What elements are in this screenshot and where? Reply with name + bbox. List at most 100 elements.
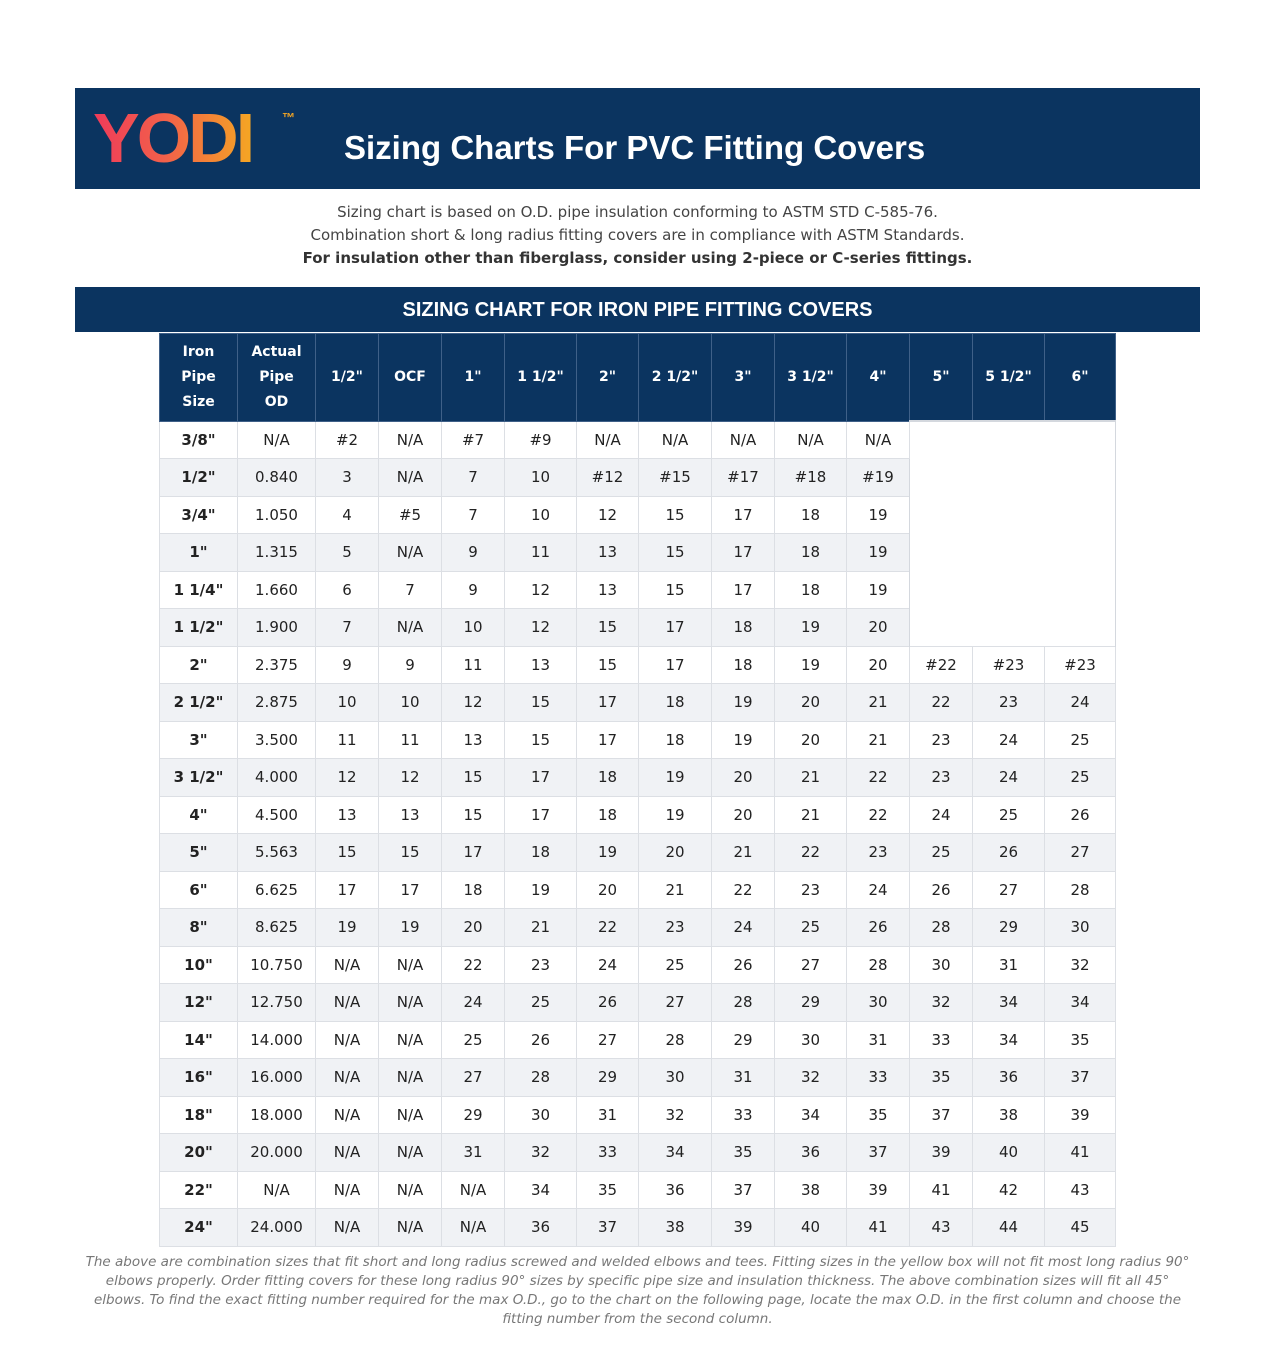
table-cell: N/A: [315, 1170, 379, 1209]
table-cell: 40: [774, 1208, 847, 1247]
table-cell: 9: [441, 570, 505, 609]
table-cell: 31: [711, 1058, 775, 1097]
table-cell: 26: [846, 908, 910, 947]
table-cell: 19: [504, 870, 577, 909]
table-cell: 25: [504, 983, 577, 1022]
table-header-row: Iron Pipe Size Actual Pipe OD 1/2" OCF 1" 1 1/2" 2…: [159, 333, 1116, 422]
table-cell: 41: [1044, 1133, 1116, 1172]
table-cell: 28: [1044, 870, 1116, 909]
table-cell: 24: [972, 720, 1045, 759]
table-cell: 34: [1044, 983, 1116, 1022]
table-cell: 17: [504, 758, 577, 797]
table-cell: 38: [638, 1208, 712, 1247]
table-cell: 22: [441, 945, 505, 984]
table-cell: N/A: [711, 420, 775, 459]
table-cell: 15: [638, 533, 712, 572]
table-cell: 25: [909, 833, 973, 872]
sizing-table: Iron Pipe Size Actual Pipe OD 1/2" OCF 1" 1 1/2" 2…: [159, 333, 1116, 1247]
table-cell: 24: [846, 870, 910, 909]
pipe-size-cell: 14": [159, 1020, 238, 1059]
trademark-symbol: ™: [282, 110, 295, 125]
table-cell: 20: [846, 645, 910, 684]
pipe-size-cell: 16": [159, 1058, 238, 1097]
table-row: 8" 8.625 19 19 20 21 22 23 24 25 26 28 29 30: [159, 908, 1116, 947]
table-cell: 32: [774, 1058, 847, 1097]
table-cell: 26: [1044, 795, 1116, 834]
column-header-label: OCF: [394, 368, 426, 385]
table-row: 2" 2.375 9 9 11 13 15 17 18 19 20 #22 #23 #23: [159, 645, 1116, 684]
pipe-size-cell: 3": [159, 720, 238, 759]
table-cell: 32: [638, 1095, 712, 1134]
table-cell: 19: [576, 833, 639, 872]
pipe-size-cell: 3/8": [159, 420, 238, 459]
table-cell: #17: [711, 458, 775, 497]
table-cell: N/A: [378, 1133, 442, 1172]
table-cell: N/A: [846, 420, 910, 459]
table-cell: 29: [774, 983, 847, 1022]
pipe-size-cell: 2": [159, 645, 238, 684]
table-cell: 28: [638, 1020, 712, 1059]
table-cell: N/A: [378, 533, 442, 572]
column-header: 1/2": [315, 333, 379, 422]
table-cell: 20: [711, 795, 775, 834]
table-cell: 23: [846, 833, 910, 872]
table-cell: 21: [846, 720, 910, 759]
table-cell: 17: [315, 870, 379, 909]
column-header: Actual Pipe OD: [237, 333, 316, 422]
table-cell: #18: [774, 458, 847, 497]
table-cell: N/A: [441, 1170, 505, 1209]
table-cell: 24: [711, 908, 775, 947]
table-row: 2 1/2" 2.875 10 10 12 15 17 18 19 20 21 22 23 24: [159, 683, 1116, 722]
table-cell: 32: [504, 1133, 577, 1172]
table-cell: 10: [441, 608, 505, 647]
table-cell: 36: [972, 1058, 1045, 1097]
table-cell: 7: [441, 458, 505, 497]
table-cell: #12: [576, 458, 639, 497]
table-row: 16" 16.000 N/A N/A 27 28 29 30 31 32 33 35 36 37: [159, 1058, 1116, 1097]
table-cell: 29: [711, 1020, 775, 1059]
column-header-label: 5 1/2": [985, 368, 1032, 385]
table-cell: 20: [774, 683, 847, 722]
table-cell: 18: [774, 570, 847, 609]
table-cell: 18: [711, 645, 775, 684]
column-header-label: Pipe: [181, 368, 216, 385]
table-row: 18" 18.000 N/A N/A 29 30 31 32 33 34 35 37 38 39: [159, 1095, 1116, 1134]
table-row: 12" 12.750 N/A N/A 24 25 26 27 28 29 30 32 34 34: [159, 983, 1116, 1022]
table-cell: 34: [972, 1020, 1045, 1059]
table-cell: 18: [504, 833, 577, 872]
table-cell: #5: [378, 495, 442, 534]
table-cell: 26: [711, 945, 775, 984]
table-cell: 19: [315, 908, 379, 947]
table-cell: 19: [846, 533, 910, 572]
yodi-logo: YODI: [93, 99, 255, 177]
table-cell: 7: [441, 495, 505, 534]
table-cell: 4.000: [237, 758, 316, 797]
table-cell: N/A: [237, 1170, 316, 1209]
table-cell: 17: [441, 833, 505, 872]
table-cell: 35: [846, 1095, 910, 1134]
table-cell: 7: [378, 570, 442, 609]
table-cell: 20: [441, 908, 505, 947]
table-cell: N/A: [378, 420, 442, 459]
pipe-size-cell: 1/2": [159, 458, 238, 497]
table-cell: 23: [504, 945, 577, 984]
table-cell: 11: [441, 645, 505, 684]
table-cell: 18.000: [237, 1095, 316, 1134]
table-cell: 15: [504, 720, 577, 759]
table-cell: 14.000: [237, 1020, 316, 1059]
table-cell: N/A: [378, 1208, 442, 1247]
table-cell: 33: [576, 1133, 639, 1172]
table-cell: 31: [441, 1133, 505, 1172]
table-cell: 9: [315, 645, 379, 684]
table-cell: 11: [378, 720, 442, 759]
pipe-size-cell: 6": [159, 870, 238, 909]
table-cell: 23: [638, 908, 712, 947]
table-row: 1 1/2" 1.900 7 N/A 10 12 15 17 18 19 20: [159, 608, 1116, 647]
table-cell: 45: [1044, 1208, 1116, 1247]
table-cell: 25: [1044, 758, 1116, 797]
table-cell: 17: [576, 720, 639, 759]
table-cell: 7: [315, 608, 379, 647]
pipe-size-cell: 12": [159, 983, 238, 1022]
pipe-size-cell: 3/4": [159, 495, 238, 534]
page-title: Sizing Charts For PVC Fitting Covers: [344, 129, 926, 166]
